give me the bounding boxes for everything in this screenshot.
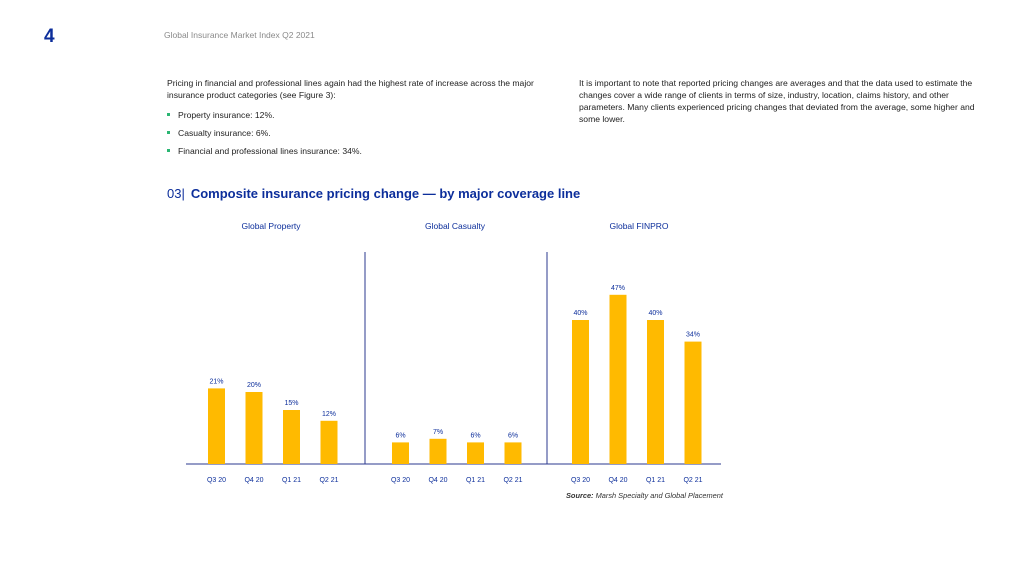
bar	[504, 442, 522, 464]
bullet-text: Casualty insurance: 6%.	[178, 128, 271, 138]
bar	[684, 341, 702, 464]
bullet-item: Casualty insurance: 6%.	[167, 127, 562, 139]
bullet-text: Financial and professional lines insuran…	[178, 146, 362, 156]
data-label: 40%	[648, 310, 662, 317]
x-tick-label: Q3 20	[207, 477, 226, 484]
page-number: 4	[44, 26, 55, 47]
bar	[208, 388, 225, 464]
source-text: Marsh Specialty and Global Placement	[595, 491, 723, 500]
data-label: 47%	[611, 285, 625, 292]
header-title: Global Insurance Market Index Q2 2021	[164, 30, 315, 40]
data-label: 20%	[247, 382, 261, 389]
x-tick-label: Q4 20	[608, 477, 627, 484]
x-tick-label: Q2 21	[683, 477, 702, 484]
figure-title-text: Composite insurance pricing change — by …	[190, 186, 581, 201]
left-paragraph: Pricing in financial and professional li…	[167, 78, 534, 100]
figure-source: Source: Marsh Specialty and Global Place…	[566, 491, 723, 500]
left-column: Pricing in financial and professional li…	[167, 77, 562, 163]
bar	[572, 320, 589, 464]
data-label: 40%	[573, 310, 587, 317]
x-tick-label: Q1 21	[466, 477, 485, 484]
x-tick-label: Q4 20	[428, 477, 447, 484]
bar	[609, 294, 627, 464]
bar	[429, 438, 447, 464]
data-label: 21%	[209, 378, 223, 385]
x-tick-label: Q3 20	[391, 477, 410, 484]
bullet-dot-icon	[167, 149, 170, 152]
x-tick-label: Q1 21	[646, 477, 665, 484]
bar	[320, 420, 338, 464]
x-tick-label: Q3 20	[571, 477, 590, 484]
bar	[245, 392, 263, 464]
panel-title: Global FINPRO	[609, 221, 668, 231]
figure-title: 03| Composite insurance pricing change — …	[167, 186, 580, 201]
bullet-list: Property insurance: 12%. Casualty insura…	[167, 109, 562, 157]
data-label: 6%	[508, 432, 518, 439]
figure-number: 03|	[167, 186, 185, 201]
right-column: It is important to note that reported pr…	[579, 77, 979, 125]
right-paragraph: It is important to note that reported pr…	[579, 78, 975, 124]
bullet-dot-icon	[167, 131, 170, 134]
x-tick-label: Q2 21	[503, 477, 522, 484]
x-tick-label: Q1 21	[282, 477, 301, 484]
data-label: 34%	[686, 332, 700, 339]
bar	[647, 320, 664, 464]
bullet-dot-icon	[167, 113, 170, 116]
data-label: 6%	[395, 432, 405, 439]
x-tick-label: Q4 20	[244, 477, 263, 484]
bar	[467, 442, 484, 464]
bullet-text: Property insurance: 12%.	[178, 110, 275, 120]
panel-title: Global Property	[241, 221, 301, 231]
bullet-item: Property insurance: 12%.	[167, 109, 562, 121]
source-label: Source:	[566, 491, 594, 500]
bar	[283, 410, 300, 464]
data-label: 7%	[433, 429, 443, 436]
data-label: 6%	[470, 432, 480, 439]
data-label: 15%	[284, 400, 298, 407]
x-tick-label: Q2 21	[319, 477, 338, 484]
bullet-item: Financial and professional lines insuran…	[167, 145, 562, 157]
bar	[392, 442, 409, 464]
data-label: 12%	[322, 411, 336, 418]
panel-title: Global Casualty	[425, 221, 486, 231]
